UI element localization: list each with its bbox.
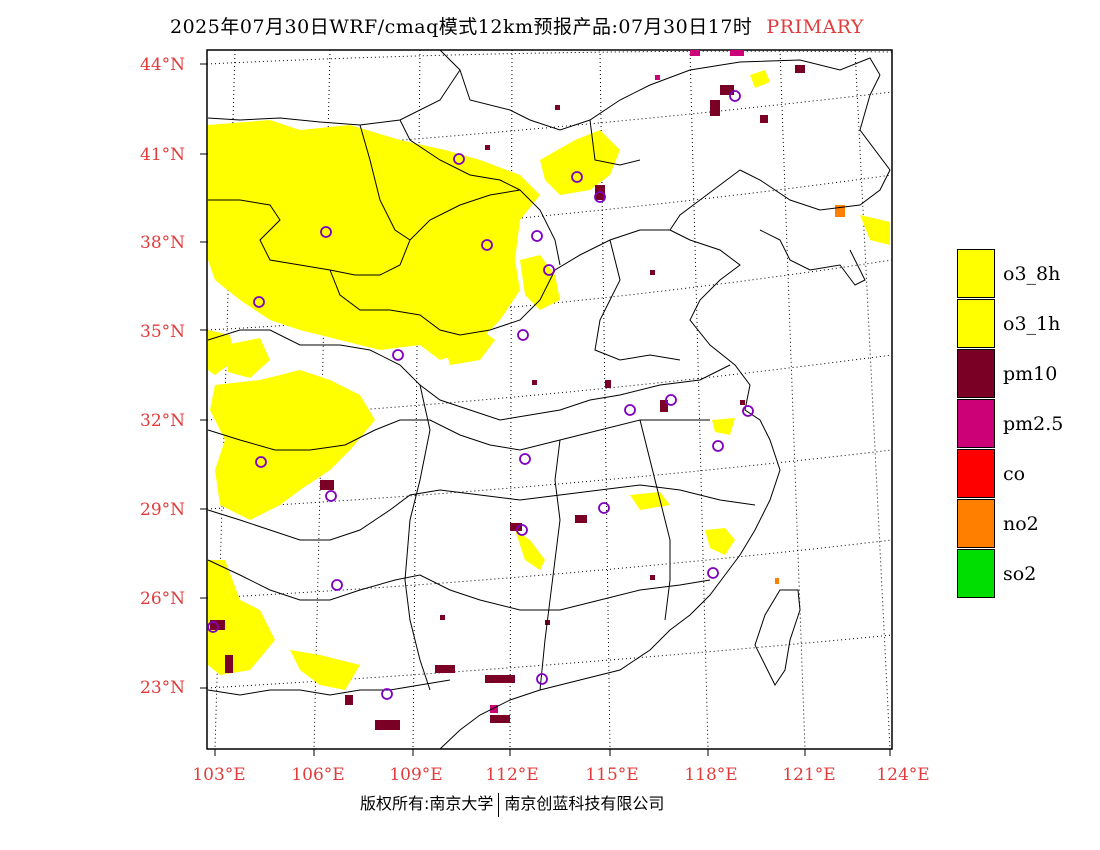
legend-item: o3_1h [957, 299, 1100, 349]
copyright-footer: 版权所有:南京大学 南京创蓝科技有限公司 [360, 790, 664, 817]
lat-label: 44°N [140, 55, 185, 75]
lon-label: 118°E [684, 765, 737, 785]
lon-label: 106°E [291, 765, 344, 785]
legend-label: no2 [1003, 513, 1039, 535]
legend-item: o3_8h [957, 249, 1100, 299]
legend-label: o3_8h [1003, 263, 1061, 285]
legend-swatch [957, 349, 995, 398]
lon-ticks [214, 749, 891, 756]
lon-label: 103°E [192, 765, 245, 785]
title-main: 2025年07月30日WRF/cmaq模式12km预报产品:07月30日17时 [170, 16, 753, 38]
copyright-owner: 版权所有:南京大学 [360, 794, 494, 813]
legend-swatch [957, 249, 995, 298]
legend-swatch [957, 499, 995, 548]
legend-swatch [957, 449, 995, 498]
lon-label: 112°E [485, 765, 538, 785]
lat-ticks [200, 63, 207, 689]
lat-label: 38°N [140, 233, 185, 253]
legend-item: co [957, 449, 1100, 499]
lat-label: 23°N [140, 678, 185, 698]
lat-label: 35°N [140, 322, 185, 342]
legend-label: so2 [1003, 563, 1037, 585]
copyright-company: 南京创蓝科技有限公司 [504, 794, 665, 813]
lat-label: 41°N [140, 145, 185, 165]
station-markers [207, 90, 754, 700]
lon-label: 115°E [585, 765, 638, 785]
latitude-labels: 44°N 41°N 38°N 35°N 32°N 29°N 26°N 23°N [140, 55, 185, 698]
legend-item: no2 [957, 499, 1100, 549]
legend-swatch [957, 299, 995, 348]
legend-label: co [1003, 463, 1026, 485]
legend-item: pm2.5 [957, 399, 1100, 449]
legend-label: o3_1h [1003, 313, 1061, 335]
map-title: 2025年07月30日WRF/cmaq模式12km预报产品:07月30日17时 P… [170, 12, 864, 39]
legend-swatch [957, 549, 995, 598]
legend-swatch [957, 399, 995, 448]
primary-tag: PRIMARY [766, 16, 864, 38]
boundaries [207, 49, 891, 750]
legend-label: pm2.5 [1003, 413, 1064, 435]
lon-label: 109°E [389, 765, 442, 785]
legend-item: so2 [957, 549, 1100, 599]
lat-label: 32°N [140, 411, 185, 431]
lat-label: 29°N [140, 500, 185, 520]
footer-divider [498, 792, 500, 817]
lat-label: 26°N [140, 589, 185, 609]
lon-label: 121°E [782, 765, 835, 785]
lon-label: 124°E [876, 765, 929, 785]
legend: o3_8h o3_1h pm10 pm2.5 co no2 so2 [957, 249, 1100, 599]
ozone-exceedance-areas [208, 70, 890, 690]
legend-item: pm10 [957, 349, 1100, 399]
legend-label: pm10 [1003, 363, 1058, 385]
longitude-labels: 103°E 106°E 109°E 112°E 115°E 118°E 121°… [192, 765, 929, 785]
